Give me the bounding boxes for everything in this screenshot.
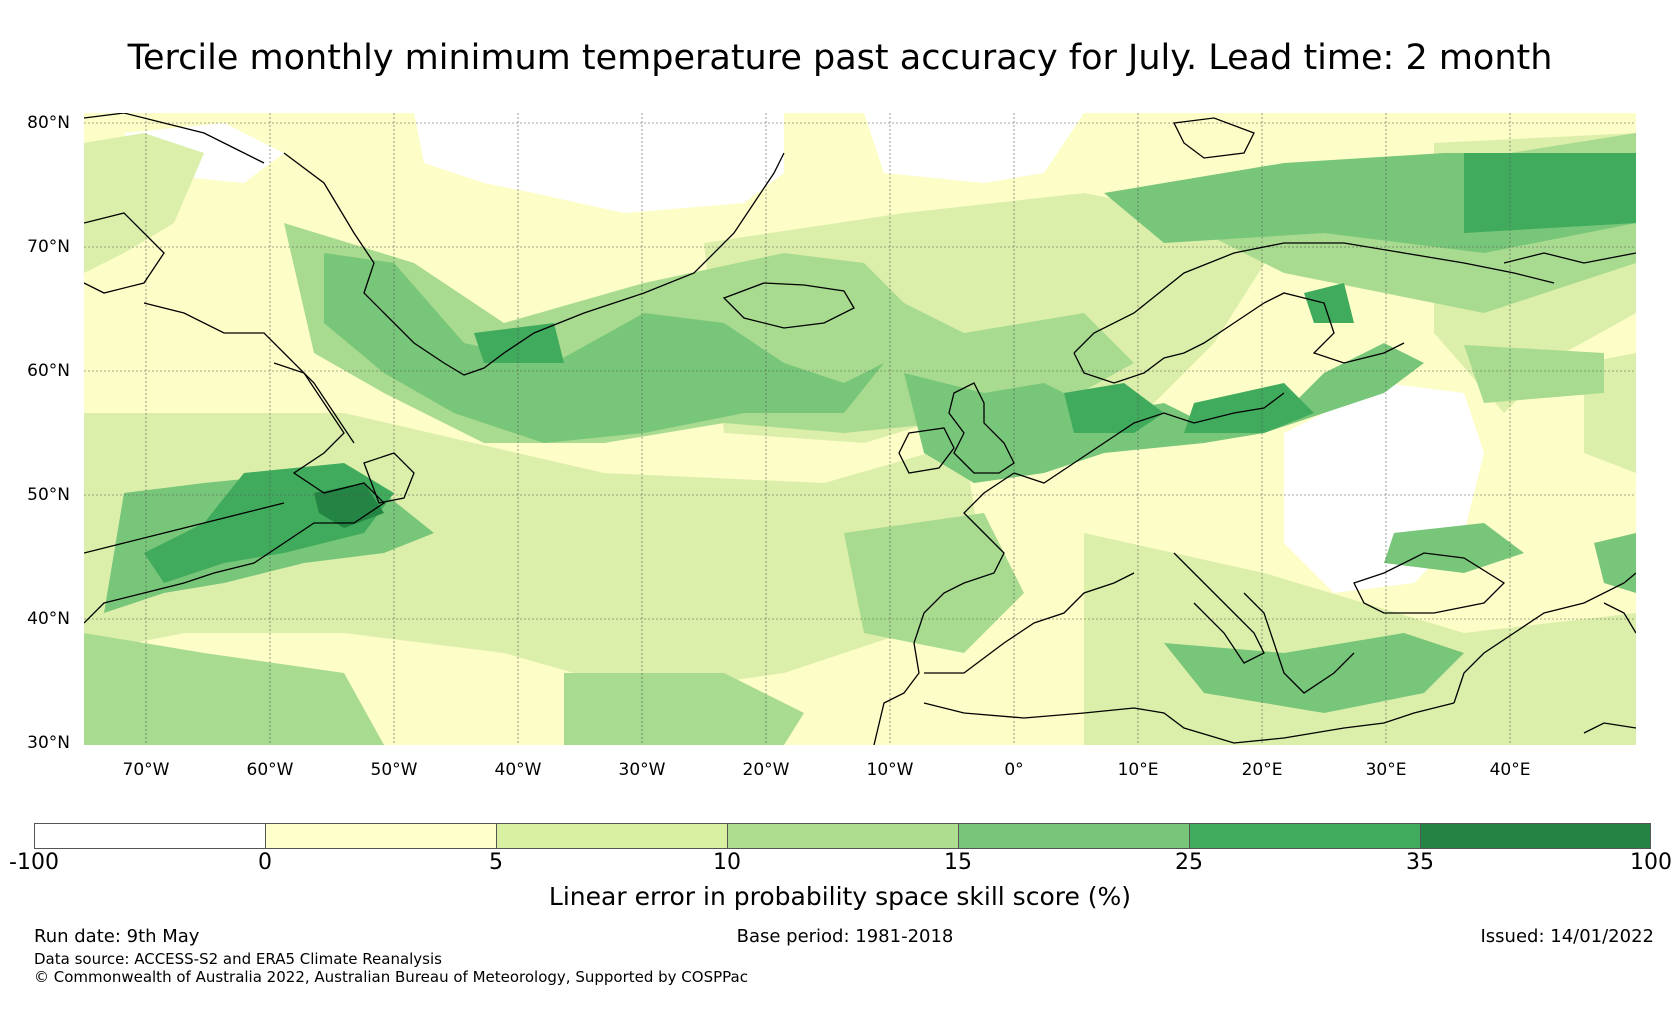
copyright: © Commonwealth of Australia 2022, Austra… [34, 968, 748, 986]
lon-label-40w: 40°W [494, 760, 542, 780]
colorbar-segment-25-35 [1189, 823, 1421, 849]
coastlines [84, 113, 1636, 745]
no-skill-areas [124, 113, 1484, 623]
lat-label-30n: 30°N [27, 733, 70, 753]
colorbar-segment-neg100-0 [34, 823, 266, 849]
data-source: Data source: ACCESS-S2 and ERA5 Climate … [34, 950, 442, 968]
map-canvas [84, 113, 1636, 745]
lon-label-30w: 30°W [618, 760, 666, 780]
lon-label-60w: 60°W [246, 760, 294, 780]
colorbar-segment-10-15 [727, 823, 959, 849]
lat-label-80n: 80°N [27, 113, 70, 133]
run-date: Run date: 9th May [34, 926, 200, 947]
lon-label-20e: 20°E [1241, 760, 1283, 780]
colorbar-tick-5: 5 [489, 850, 503, 875]
colorbar-label: Linear error in probability space skill … [548, 882, 1132, 911]
colorbar-tick-35: 35 [1406, 850, 1434, 875]
lon-label-0: 0° [1004, 760, 1024, 780]
lat-label-40n: 40°N [27, 609, 70, 629]
graticule [84, 113, 1636, 745]
colorbar-segment-35-100 [1420, 823, 1651, 849]
lon-label-70w: 70°W [122, 760, 170, 780]
skill-map [84, 113, 1636, 745]
colorbar-segment-0-5 [265, 823, 497, 849]
colorbar-tick-neg100: -100 [9, 850, 59, 875]
colorbar-tick-10: 10 [713, 850, 741, 875]
colorbar-segment-15-25 [958, 823, 1190, 849]
colorbar-tick-25: 25 [1175, 850, 1203, 875]
colorbar-tick-100: 100 [1630, 850, 1672, 875]
lon-label-30e: 30°E [1365, 760, 1407, 780]
lon-label-10e: 10°E [1117, 760, 1159, 780]
colorbar [34, 823, 1651, 849]
base-period: Base period: 1981-2018 [736, 926, 954, 947]
issued-date: Issued: 14/01/2022 [1480, 926, 1654, 947]
skill-35-100-areas [314, 483, 384, 528]
lat-label-60n: 60°N [27, 361, 70, 381]
map-title: Tercile monthly minimum temperature past… [127, 38, 1553, 78]
lon-label-40e: 40°E [1489, 760, 1531, 780]
lon-label-20w: 20°W [742, 760, 790, 780]
lat-label-70n: 70°N [27, 237, 70, 257]
lon-label-50w: 50°W [370, 760, 418, 780]
lat-label-50n: 50°N [27, 485, 70, 505]
colorbar-tick-15: 15 [944, 850, 972, 875]
lon-label-10w: 10°W [866, 760, 914, 780]
colorbar-tick-0: 0 [258, 850, 272, 875]
colorbar-segment-5-10 [496, 823, 728, 849]
